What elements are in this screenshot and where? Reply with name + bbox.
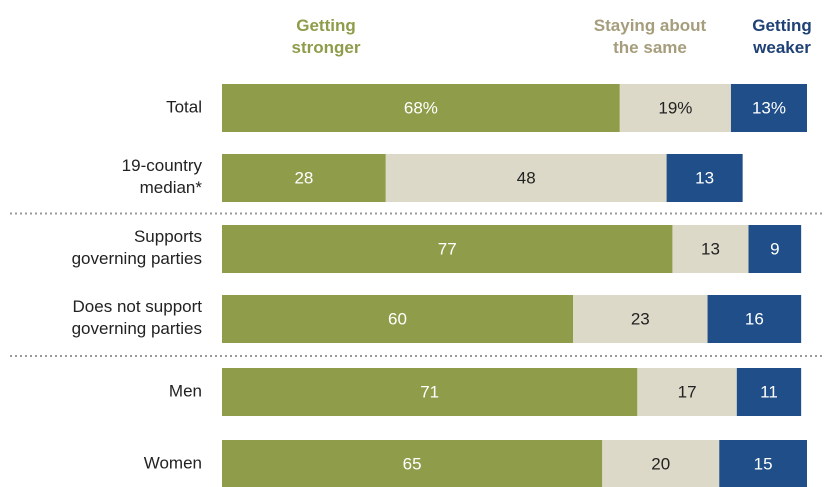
data-label: 16 (745, 309, 764, 328)
bar-segment (222, 440, 603, 487)
legend-label: Getting stronger (292, 16, 361, 57)
data-label: 48 (517, 168, 536, 187)
category-label: Supports governing parties (72, 227, 202, 268)
data-label: 23 (631, 309, 650, 328)
bar-segment (748, 225, 802, 273)
bar-segment (573, 295, 708, 343)
data-label: 17 (678, 382, 697, 401)
data-label: 77 (438, 239, 457, 258)
data-label: 71 (420, 382, 439, 401)
data-label: 13 (701, 239, 720, 258)
bar-segment (222, 295, 573, 343)
bar-segment (222, 368, 638, 416)
data-label: 68% (404, 98, 438, 117)
data-label: 13 (695, 168, 714, 187)
bar-segment (730, 84, 807, 132)
data-label: 28 (294, 168, 313, 187)
data-label: 60 (388, 309, 407, 328)
data-label: 65 (403, 454, 422, 473)
bar-segment (666, 154, 743, 202)
data-label: 11 (760, 382, 778, 401)
data-label: 13% (752, 98, 786, 117)
bar-segment (222, 84, 620, 132)
category-label: Total (166, 97, 202, 116)
category-label: 19-country median* (122, 156, 203, 197)
bar-segment (619, 84, 731, 132)
data-label: 20 (651, 454, 670, 473)
category-label: Women (144, 453, 202, 472)
bar-segment (736, 368, 802, 416)
bar-segment (719, 440, 807, 487)
category-label: Men (169, 381, 202, 400)
legend-label: Staying about the same (594, 16, 707, 57)
legend-label: Getting weaker (752, 16, 812, 57)
bar-segment (222, 225, 673, 273)
bar-segment (672, 225, 749, 273)
bar-segment (707, 295, 802, 343)
category-label: Does not support governing parties (72, 297, 203, 338)
bar-segment (602, 440, 720, 487)
data-label: 19% (658, 98, 692, 117)
data-label: 15 (754, 454, 773, 473)
data-label: 9 (770, 239, 779, 258)
bar-segment (385, 154, 667, 202)
bar-segment (222, 154, 386, 202)
bar-segment (637, 368, 737, 416)
